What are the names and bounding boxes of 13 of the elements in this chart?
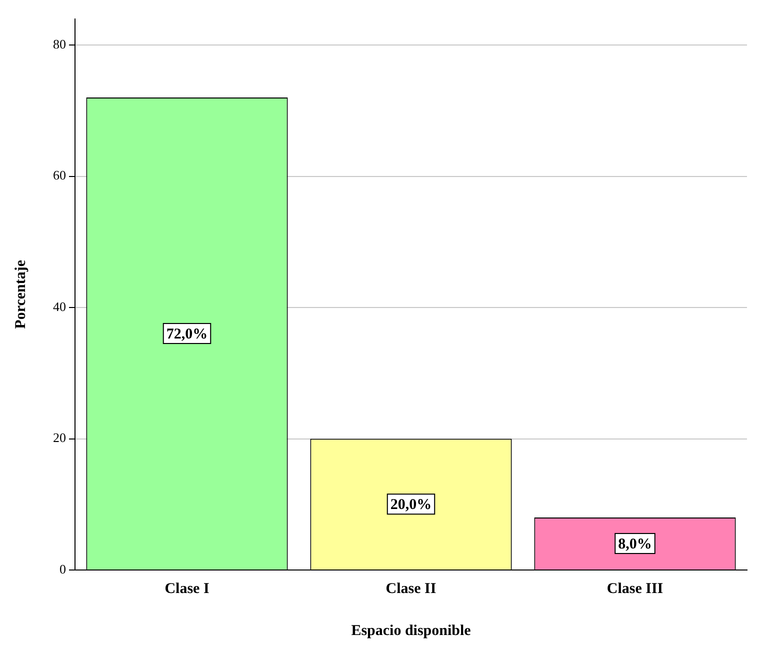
- x-tick-label: Clase II: [386, 580, 436, 597]
- y-axis-title: Porcentaje: [12, 260, 29, 329]
- data-label: 72,0%: [166, 326, 208, 342]
- data-label: 20,0%: [390, 497, 432, 514]
- x-axis-title: Espacio disponible: [351, 622, 472, 639]
- y-tick-label: 40: [53, 298, 66, 314]
- y-tick-label: 60: [53, 168, 66, 183]
- y-tick-label: 0: [60, 561, 66, 576]
- x-tick-label: Clase III: [606, 580, 664, 597]
- y-tick-label: 20: [53, 430, 66, 446]
- data-label: 8,0%: [618, 536, 652, 552]
- y-tick-label: 80: [53, 36, 66, 52]
- x-tick-label: Clase I: [164, 580, 210, 597]
